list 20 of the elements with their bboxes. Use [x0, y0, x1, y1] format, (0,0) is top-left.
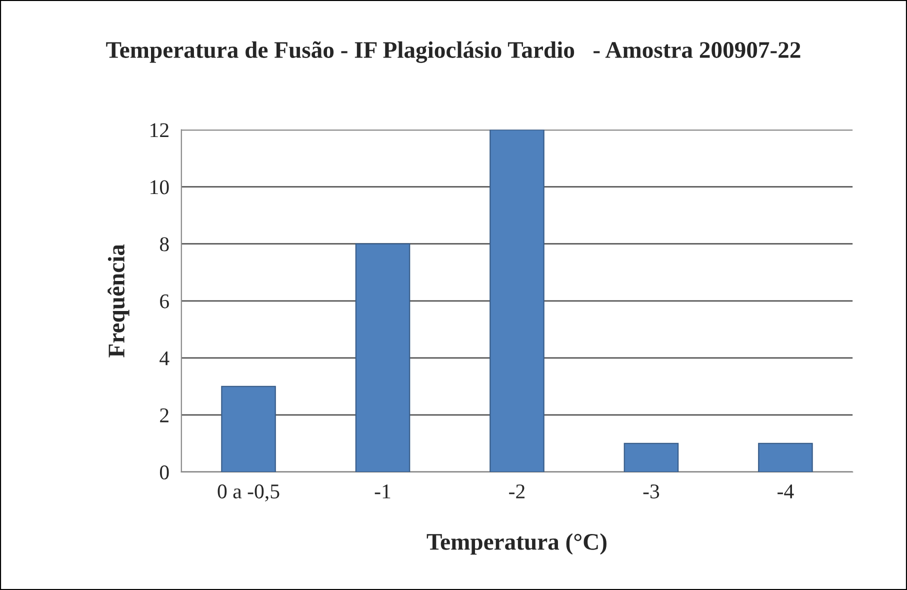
y-tick-label: 6 [160, 294, 169, 308]
bar [355, 243, 410, 472]
x-tick-label: -3 [643, 484, 660, 498]
y-tick-label: 2 [160, 408, 168, 422]
bar [758, 442, 813, 472]
x-tick-label: 0 a -0,5 [218, 484, 280, 502]
bar [221, 386, 276, 472]
x-tick-label: -1 [374, 484, 390, 498]
x-tick-label: -2 [509, 484, 525, 498]
y-tick-label: 12 [150, 123, 168, 138]
chart-title: Temperatura de Fusão - IF Plagioclásio Tardio - Amostra 200907-22 [106, 41, 800, 63]
y-axis-title: Frequência [108, 244, 130, 358]
x-tick-label: -4 [778, 484, 794, 498]
x-axis-title: Temperatura (°C) [426, 533, 606, 555]
y-tick-label: 10 [150, 180, 169, 194]
bar [624, 442, 679, 472]
bar [490, 130, 544, 472]
y-tick-label: 8 [160, 237, 169, 252]
y-tick-label: 0 [160, 465, 169, 480]
y-tick-label: 4 [160, 351, 170, 366]
